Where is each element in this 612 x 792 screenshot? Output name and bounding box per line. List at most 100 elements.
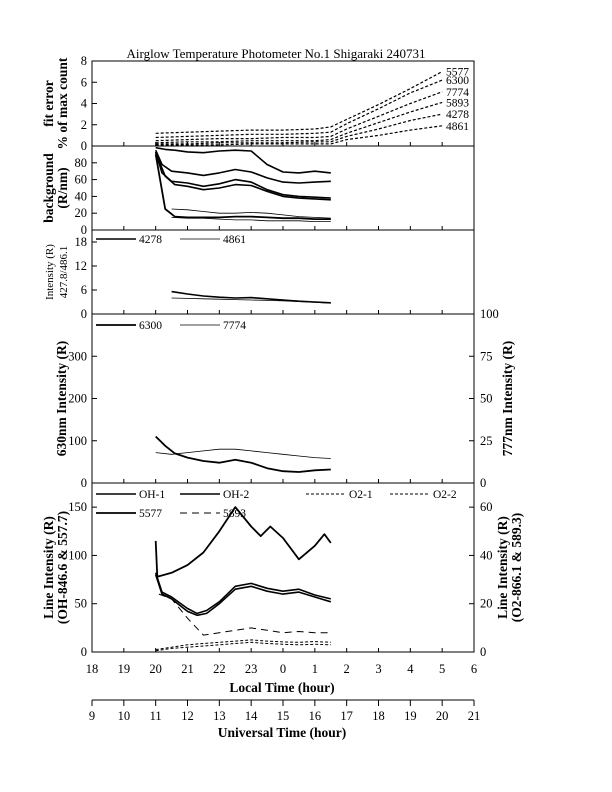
series-line [154,154,331,220]
series-label-4861: 4861 [446,121,469,133]
series-line-4278 [171,290,331,304]
y-axis-label: Line Intensity (R) [41,516,56,619]
y-tick-label: 150 [68,500,87,514]
series-group [155,71,443,146]
legend-label: 5893 [223,508,246,520]
y2-tick-label: 20 [480,597,493,611]
legend-label: 4861 [223,234,246,246]
y-tick-label: 100 [68,548,87,562]
y-tick-label: 300 [68,349,87,363]
panel-fit-error: 0 2 4 6 8 fit error% of max count 557763007774… [41,54,475,153]
universal-time-tick-label: 13 [213,709,226,723]
legend-label: 7774 [223,320,246,332]
y-tick-label: 18 [75,235,88,249]
plot-frame [91,60,475,147]
series-line [171,208,331,219]
y-tick-label: 40 [75,189,88,203]
y-tick-label: 200 [68,392,87,406]
series-line-o2-1 [155,641,331,652]
series-line-5577 [154,506,332,578]
series-line-7774 [155,448,331,459]
local-time-tick-label: 4 [407,662,414,676]
series-label-4278: 4278 [446,109,469,121]
universal-time-tick-label: 12 [181,709,194,723]
universal-time-tick-label: 16 [309,709,322,723]
series-line-4861 [171,297,331,304]
y-axis-label: (R/nm) [55,167,70,208]
y-tick-label: 0 [81,139,87,153]
legend-label: OH-2 [223,489,249,501]
legend-label: 6300 [139,320,162,332]
panel-blue-lines: 0 6 12 18 Intensity (R) 427.8/486.1 4278 4861 [44,229,475,321]
y2-axis-label: (O2-866.1 & 589.3) [509,513,524,622]
local-time-tick-label: 2 [344,662,350,676]
series-line-6300 [155,435,331,473]
y2-tick-label: 50 [480,392,493,406]
y2-tick-label: 60 [480,500,493,514]
series-group [154,506,332,652]
y-axis-label: background [41,153,56,223]
legend-label: O2-1 [349,489,373,501]
universal-time-tick-label: 17 [340,709,353,723]
series-line [154,149,331,184]
series-line-oh-1 [154,574,332,617]
series-group [155,435,331,473]
y2-tick-label: 75 [480,349,493,363]
series-label-6300: 6300 [446,75,469,87]
series-group [154,146,331,222]
local-time-tick-label: 20 [149,662,162,676]
universal-time-tick-label: 20 [436,709,449,723]
series-label-5893: 5893 [446,97,469,109]
y2-axis-label: 777nm Intensity (R) [500,341,515,457]
series-line-o2-2 [155,639,331,651]
local-time-tick-label: 3 [375,662,381,676]
y2-axis-label: Line Intensity (R) [495,516,510,619]
series-line [155,146,331,174]
y2-tick-label: 25 [480,434,493,448]
y-tick-label: 0 [81,476,87,490]
series-line [154,151,331,199]
universal-time-tick-label: 10 [118,709,131,723]
y-axis-label: 427.8/486.1 [58,246,70,299]
plot-frame [91,313,475,484]
local-time-axis-label: Local Time (hour) [229,680,334,695]
y-tick-label: 4 [81,97,88,111]
universal-time-tick-label: 18 [372,709,385,723]
y2-tick-label: 0 [480,476,486,490]
series-line [171,217,331,222]
y-axis-label: % of max count [55,57,70,149]
y-tick-label: 60 [75,173,88,187]
y-tick-label: 100 [68,434,87,448]
legend-label: 5577 [139,508,162,520]
y-axis-label: 630nm Intensity (R) [54,341,69,457]
legend-label: OH-1 [139,489,165,501]
y2-tick-label: 0 [480,645,486,659]
universal-time-tick-label: 19 [404,709,417,723]
local-time-tick-label: 19 [118,662,131,676]
series-line-4861 [155,125,443,146]
universal-time-tick-label: 14 [245,709,258,723]
y-tick-label: 6 [81,75,87,89]
series-line-oh-2 [154,572,331,615]
local-time-axis: 18 19 20 21 22 23 0 1 2 3 4 5 6 [86,662,477,676]
local-time-tick-label: 21 [181,662,194,676]
y-axis-label: fit error [41,80,56,127]
y-tick-label: 2 [81,118,87,132]
local-time-tick-label: 1 [312,662,318,676]
series-label-5577: 5577 [446,67,469,79]
series-line-5893 [158,593,331,636]
y-tick-label: 0 [81,223,87,237]
chart-title: Airglow Temperature Photometer No.1 Shig… [127,46,426,61]
universal-time-axis: 9 10 11 12 13 14 15 16 17 18 19 20 21 [89,699,480,723]
series-line [154,152,331,201]
universal-time-tick-label: 11 [150,709,162,723]
panel-background: 0 20 40 60 80 background(R/nm) [41,145,475,237]
series-line-4278 [155,113,443,145]
y-tick-label: 12 [75,259,88,273]
local-time-tick-label: 22 [213,662,226,676]
y-tick-label: 6 [81,283,87,297]
universal-time-tick-label: 9 [89,709,95,723]
